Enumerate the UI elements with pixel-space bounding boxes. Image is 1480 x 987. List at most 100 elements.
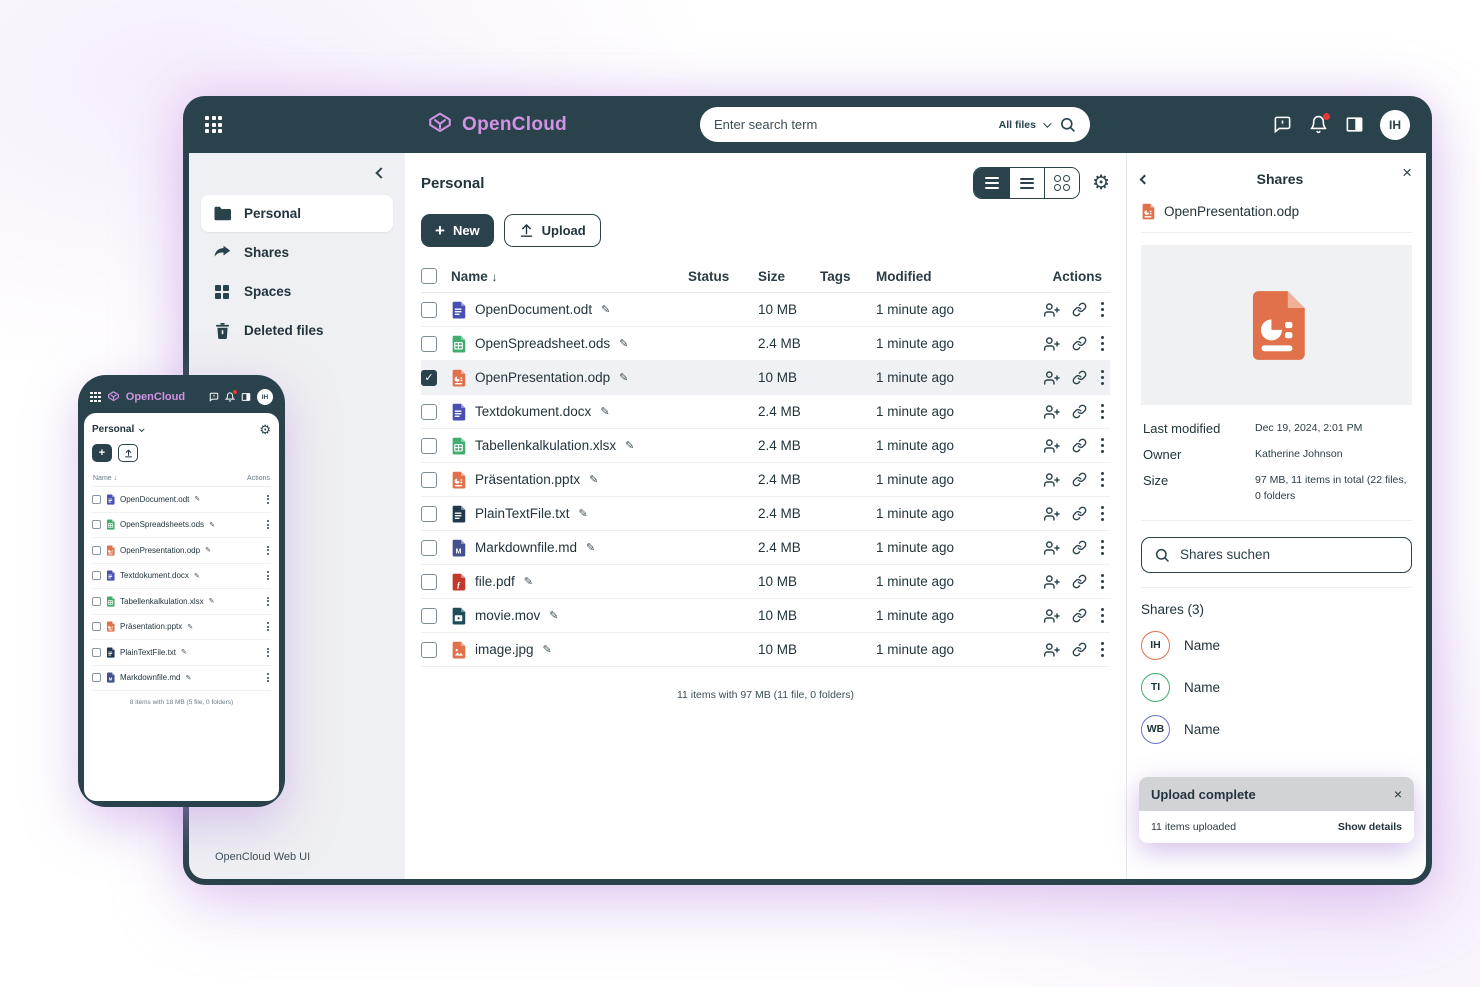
add-people-icon[interactable] — [1043, 642, 1060, 658]
view-default-button[interactable] — [1009, 168, 1045, 198]
collapse-sidebar-icon[interactable] — [375, 167, 387, 179]
search-icon[interactable] — [1059, 116, 1076, 133]
more-actions-icon[interactable] — [1099, 402, 1106, 421]
row-checkbox[interactable] — [421, 505, 437, 522]
user-avatar[interactable]: IH — [257, 389, 273, 405]
file-name-link[interactable]: OpenSpreadsheets.ods — [120, 520, 205, 530]
view-tiles-button[interactable] — [1044, 168, 1080, 198]
notifications-bell-icon[interactable] — [1308, 112, 1330, 135]
rename-pencil-icon[interactable]: ✎ — [586, 542, 596, 554]
more-actions-icon[interactable] — [265, 595, 271, 608]
add-people-icon[interactable] — [1043, 472, 1060, 488]
more-actions-icon[interactable] — [1099, 470, 1106, 489]
close-panel-icon[interactable]: × — [1402, 163, 1412, 182]
file-name-link[interactable]: OpenSpreadsheet.ods — [475, 336, 611, 351]
copy-link-icon[interactable] — [1072, 336, 1087, 351]
column-tags[interactable]: Tags — [820, 268, 851, 284]
new-button[interactable]: + New — [421, 214, 494, 247]
sidebar-item-deleted-files[interactable]: Deleted files — [201, 312, 393, 349]
file-name-link[interactable]: Präsentation.pptx — [475, 472, 581, 487]
file-name-link[interactable]: Tabellenkalkulation.xlsx — [475, 438, 617, 453]
copy-link-icon[interactable] — [1072, 404, 1087, 419]
rename-pencil-icon[interactable]: ✎ — [600, 406, 610, 418]
copy-link-icon[interactable] — [1072, 608, 1087, 623]
select-all-checkbox[interactable] — [421, 268, 437, 284]
settings-gear-icon[interactable]: ⚙ — [259, 422, 271, 437]
rename-pencil-icon[interactable]: ✎ — [187, 623, 194, 631]
file-name-link[interactable]: PlainTextFile.txt — [120, 647, 177, 657]
right-panel-toggle-icon[interactable] — [1344, 115, 1364, 135]
table-row[interactable]: OpenSpreadsheet.ods ✎ 2.4 MB 1 minute ag… — [421, 327, 1110, 361]
copy-link-icon[interactable] — [1072, 438, 1087, 453]
share-list-item[interactable]: TI Name — [1141, 672, 1412, 702]
file-name-link[interactable]: Textdokument.docx — [475, 404, 592, 419]
table-row[interactable]: image.jpg ✎ 10 MB 1 minute ago — [421, 633, 1110, 667]
row-checkbox[interactable] — [421, 301, 437, 318]
toast-close-icon[interactable]: × — [1393, 786, 1402, 802]
column-size[interactable]: Size — [758, 268, 786, 284]
more-actions-icon[interactable] — [1099, 300, 1106, 319]
more-actions-icon[interactable] — [1099, 538, 1106, 557]
settings-gear-icon[interactable]: ⚙ — [1092, 172, 1110, 194]
row-checkbox[interactable] — [92, 673, 101, 683]
share-list-item[interactable]: WB Name — [1141, 714, 1412, 744]
more-actions-icon[interactable] — [265, 671, 271, 684]
table-row[interactable]: Textdokument.docx ✎ 2.4 MB 1 minute ago — [421, 395, 1110, 429]
row-checkbox[interactable] — [421, 437, 437, 454]
copy-link-icon[interactable] — [1072, 540, 1087, 555]
upload-button[interactable] — [118, 444, 138, 462]
row-checkbox[interactable] — [421, 607, 437, 624]
row-checkbox[interactable] — [421, 403, 437, 420]
table-row[interactable]: Präsentation.pptx ✎ 2.4 MB 1 minute ago — [421, 463, 1110, 497]
column-status[interactable]: Status — [688, 268, 730, 284]
chevron-down-icon[interactable] — [139, 425, 145, 432]
file-name-link[interactable]: Markdownfile.md — [120, 673, 181, 683]
new-button[interactable]: + — [92, 444, 112, 462]
row-checkbox[interactable] — [92, 647, 101, 657]
table-row[interactable]: Präsentation.pptx ✎ — [92, 615, 271, 640]
table-row[interactable]: OpenDocument.odt ✎ — [92, 487, 271, 513]
row-checkbox[interactable] — [92, 596, 101, 606]
row-checkbox[interactable] — [92, 494, 101, 504]
rename-pencil-icon[interactable]: ✎ — [625, 440, 635, 452]
rename-pencil-icon[interactable]: ✎ — [185, 674, 192, 682]
more-actions-icon[interactable] — [1099, 436, 1106, 455]
add-people-icon[interactable] — [1043, 608, 1060, 624]
table-row[interactable]: M Markdownfile.md ✎ 2.4 MB 1 minute ago — [421, 531, 1110, 565]
rename-pencil-icon[interactable]: ✎ — [549, 610, 559, 622]
table-row[interactable]: ✓ OpenPresentation.odp ✎ 10 MB 1 minute … — [421, 361, 1110, 395]
more-actions-icon[interactable] — [265, 493, 271, 506]
add-people-icon[interactable] — [1043, 302, 1060, 318]
add-people-icon[interactable] — [1043, 540, 1060, 556]
table-row[interactable]: OpenDocument.odt ✎ 10 MB 1 minute ago — [421, 293, 1110, 327]
search-bar[interactable]: All files — [700, 107, 1090, 142]
rename-pencil-icon[interactable]: ✎ — [578, 508, 588, 520]
column-name[interactable]: Name ↓ — [451, 268, 498, 284]
copy-link-icon[interactable] — [1072, 574, 1087, 589]
file-name-link[interactable]: PlainTextFile.txt — [475, 506, 570, 521]
row-checkbox[interactable] — [421, 335, 437, 352]
file-name-link[interactable]: Präsentation.pptx — [120, 622, 183, 632]
file-name-link[interactable]: OpenDocument.odt — [120, 494, 190, 504]
more-actions-icon[interactable] — [1099, 572, 1106, 591]
file-name-link[interactable]: Tabellenkalkulation.xlsx — [120, 596, 204, 606]
copy-link-icon[interactable] — [1072, 370, 1087, 385]
more-actions-icon[interactable] — [1099, 334, 1106, 353]
row-checkbox[interactable] — [421, 573, 437, 590]
share-list-item[interactable]: IH Name — [1141, 630, 1412, 660]
row-checkbox[interactable] — [92, 622, 101, 632]
add-people-icon[interactable] — [1043, 336, 1060, 352]
table-row[interactable]: PlainTextFile.txt ✎ 2.4 MB 1 minute ago — [421, 497, 1110, 531]
upload-button[interactable]: Upload — [503, 214, 601, 247]
feedback-icon[interactable] — [1272, 115, 1292, 135]
rename-pencil-icon[interactable]: ✎ — [193, 572, 200, 580]
more-actions-icon[interactable] — [265, 569, 271, 582]
more-actions-icon[interactable] — [265, 646, 271, 659]
sort-descending-icon[interactable]: ↓ — [491, 269, 498, 284]
row-checkbox[interactable] — [92, 545, 101, 555]
copy-link-icon[interactable] — [1072, 472, 1087, 487]
toast-show-details-link[interactable]: Show details — [1337, 821, 1402, 833]
rename-pencil-icon[interactable]: ✎ — [601, 304, 611, 316]
row-checkbox[interactable] — [421, 471, 437, 488]
rename-pencil-icon[interactable]: ✎ — [589, 474, 599, 486]
